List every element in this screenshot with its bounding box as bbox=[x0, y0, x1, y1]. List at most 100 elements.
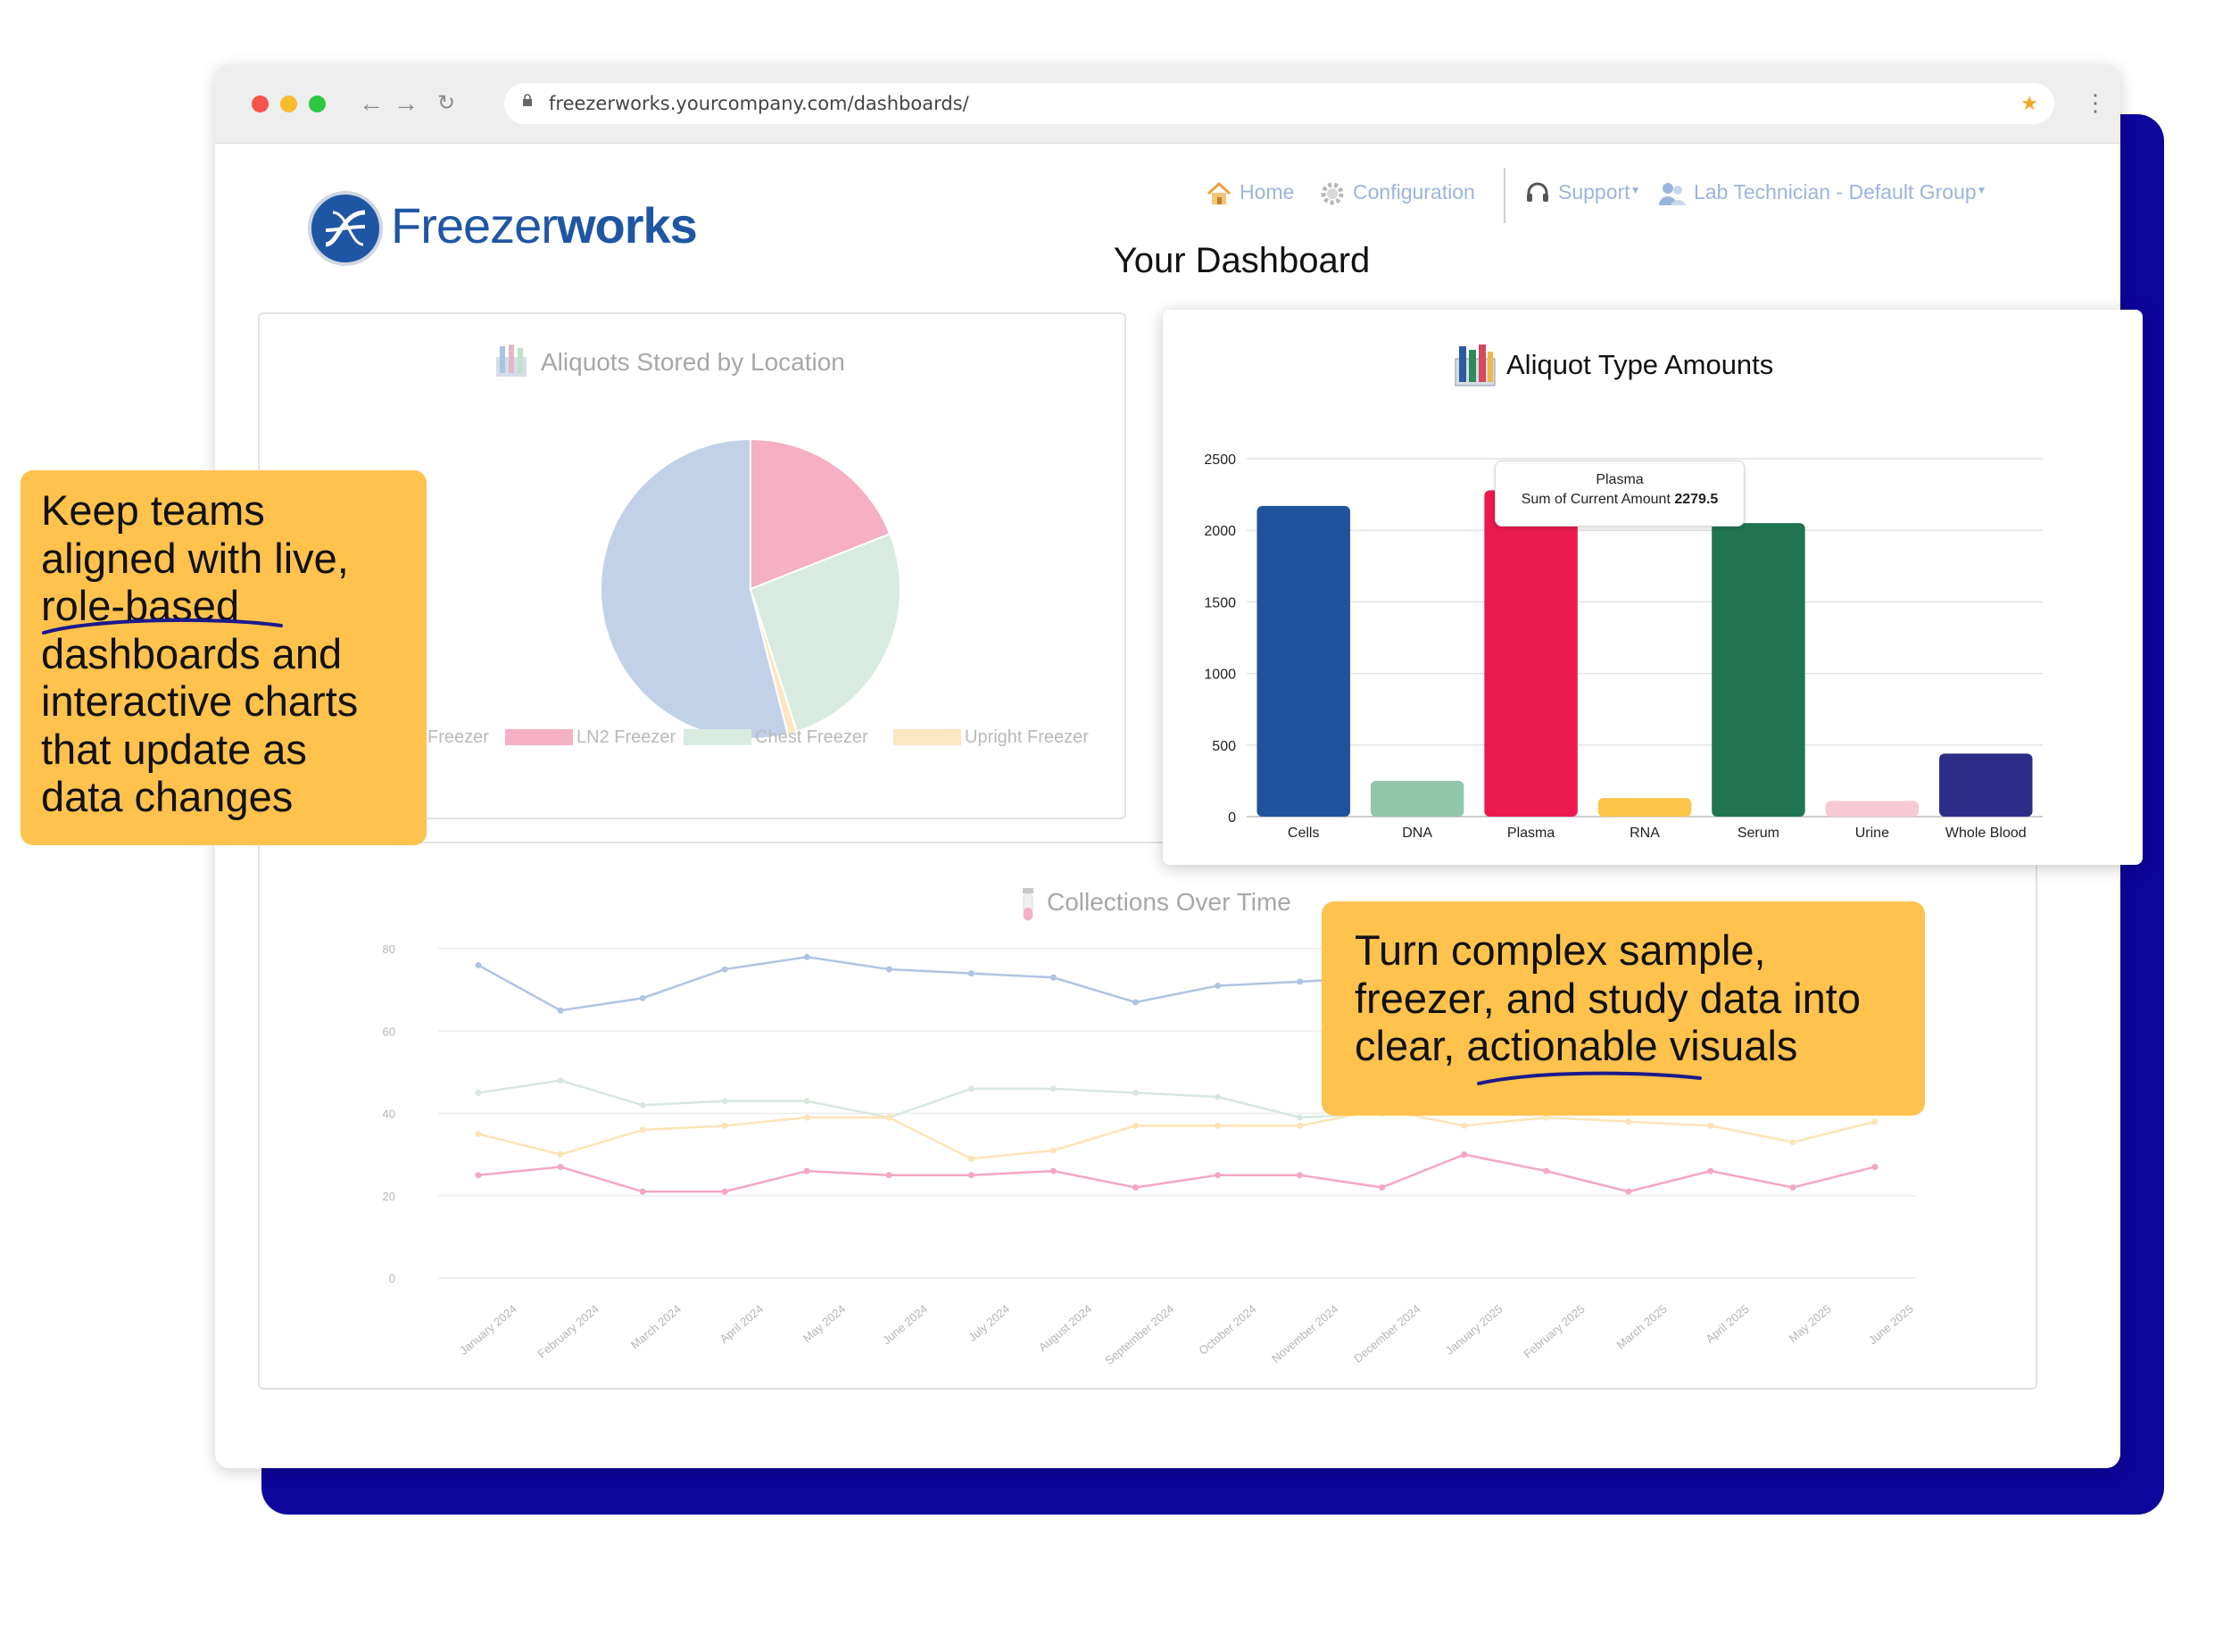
line-point bbox=[475, 961, 482, 968]
callout-left-line: data changes bbox=[41, 773, 294, 820]
callout-left-text: Keep teams aligned with live, role-based… bbox=[41, 486, 358, 821]
star-icon[interactable]: ★ bbox=[2020, 92, 2038, 114]
pie-legend-chest-freezer[interactable]: Chest Freezer bbox=[684, 727, 868, 748]
pie-legend-ln2-label: LN2 Freezer bbox=[576, 727, 676, 747]
line-point bbox=[1049, 1085, 1057, 1092]
support-caret-icon: ▼ bbox=[1630, 184, 1641, 197]
pie-legend-freezer-label: Freezer bbox=[427, 727, 489, 747]
pie-legend-upright-label: Upright Freezer bbox=[965, 727, 1089, 747]
line-point bbox=[1871, 1118, 1879, 1125]
line-point bbox=[967, 1155, 975, 1162]
nav-configuration[interactable]: Configuration bbox=[1319, 180, 1475, 207]
line-point bbox=[639, 1126, 646, 1133]
bar-ytick-label: 2500 bbox=[1204, 452, 1236, 468]
bar-chart-title: Aliquot Type Amounts bbox=[1506, 349, 1774, 380]
line-point bbox=[721, 1122, 728, 1129]
user-caret-icon: ▼ bbox=[1976, 184, 1987, 197]
line-point bbox=[639, 1101, 646, 1108]
line-point bbox=[721, 966, 728, 973]
line-point bbox=[1379, 1184, 1386, 1191]
line-point bbox=[803, 1098, 810, 1105]
bar bbox=[1484, 490, 1578, 817]
callout-right-line: Turn complex sample, bbox=[1355, 926, 1766, 974]
bar-ytick-label: 0 bbox=[1228, 810, 1236, 826]
logo-dna-icon bbox=[308, 191, 383, 266]
gear-icon bbox=[1321, 182, 1344, 205]
line-point bbox=[1215, 1122, 1222, 1129]
line-point bbox=[721, 1188, 728, 1195]
callout-left: Keep teams aligned with live, role-based… bbox=[21, 470, 427, 845]
line-ytick-label: 60 bbox=[383, 1025, 395, 1038]
line-point bbox=[721, 1098, 728, 1105]
lock-icon bbox=[523, 94, 532, 106]
maximize-window-button[interactable] bbox=[309, 95, 326, 112]
tube-icon bbox=[1023, 888, 1033, 921]
page-title: Your Dashboard bbox=[1113, 241, 1371, 280]
line-point bbox=[1132, 999, 1139, 1006]
line-point bbox=[475, 1172, 482, 1179]
reload-icon[interactable]: ↻ bbox=[437, 91, 456, 115]
pie-legend-upright-freezer[interactable]: Upright Freezer bbox=[893, 727, 1089, 748]
nav-support[interactable]: Support▼ bbox=[1524, 180, 1640, 207]
logo-wordmark: Freezerworks bbox=[391, 196, 698, 254]
logo-prefix: Freezer bbox=[391, 197, 558, 253]
line-point bbox=[1049, 1147, 1057, 1154]
line-point bbox=[1461, 1122, 1468, 1129]
nav-support-label: Support bbox=[1558, 180, 1630, 204]
line-point bbox=[1543, 1114, 1550, 1121]
line-point bbox=[1049, 1167, 1057, 1175]
line-point bbox=[1297, 978, 1304, 985]
line-point bbox=[1132, 1089, 1139, 1096]
nav-user[interactable]: Lab Technician - Default Group▼ bbox=[1658, 180, 1987, 207]
line-point bbox=[639, 994, 646, 1001]
line-point bbox=[1297, 1172, 1304, 1179]
line-point bbox=[1132, 1122, 1139, 1129]
home-icon bbox=[1207, 181, 1232, 204]
pie-chart-title: Aliquots Stored by Location bbox=[541, 348, 845, 376]
tooltip-value: 2279.5 bbox=[1674, 492, 1719, 507]
address-bar[interactable]: freezerworks.yourcompany.com/dashboards/… bbox=[504, 83, 2054, 124]
nav-configuration-label: Configuration bbox=[1353, 180, 1475, 204]
bar-ytick-label: 1500 bbox=[1204, 595, 1236, 610]
bar-ytick-label: 1000 bbox=[1204, 668, 1236, 683]
line-point bbox=[1215, 983, 1222, 990]
line-point bbox=[1461, 1151, 1468, 1158]
line-point bbox=[967, 1172, 975, 1179]
line-point bbox=[557, 1151, 564, 1158]
line-series bbox=[477, 1153, 1876, 1193]
line-point bbox=[803, 1114, 810, 1121]
nav-user-label: Lab Technician - Default Group bbox=[1694, 180, 1977, 204]
line-chart-title: Collections Over Time bbox=[1047, 888, 1291, 916]
callout-left-line: interactive charts bbox=[41, 677, 359, 725]
back-icon[interactable]: ← bbox=[359, 89, 384, 117]
close-window-button[interactable] bbox=[252, 95, 269, 112]
kebab-icon[interactable]: ⋮ bbox=[2084, 89, 2107, 116]
line-point bbox=[1297, 1114, 1304, 1121]
logo-suffix: works bbox=[556, 197, 698, 253]
bar-tooltip: Plasma Sum of Current Amount 2279.5 bbox=[1495, 461, 1745, 527]
highlight-underline bbox=[42, 618, 283, 635]
bar-xtick-label: DNA bbox=[1402, 826, 1432, 841]
pie-legend-ln2-freezer[interactable]: LN2 Freezer bbox=[505, 727, 676, 748]
callout-left-line: that update as bbox=[41, 725, 307, 773]
callout-right-text: Turn complex sample, freezer, and study … bbox=[1355, 926, 1861, 1070]
aliquot-rack-icon bbox=[1455, 345, 1496, 386]
pie-legend-swatch bbox=[684, 729, 751, 745]
pie-legend-freezer[interactable]: Freezer bbox=[427, 727, 489, 748]
line-ytick-label: 80 bbox=[383, 942, 395, 956]
line-point bbox=[1215, 1093, 1222, 1100]
line-series bbox=[477, 1108, 1876, 1160]
bar bbox=[1256, 505, 1350, 817]
line-point bbox=[557, 1163, 564, 1170]
forward-icon[interactable]: → bbox=[394, 89, 419, 117]
minimize-window-button[interactable] bbox=[280, 95, 297, 112]
users-icon bbox=[1659, 183, 1686, 205]
nav-home[interactable]: Home bbox=[1206, 180, 1294, 207]
bar bbox=[1939, 753, 2033, 817]
line-point bbox=[1789, 1139, 1796, 1146]
line-point bbox=[1625, 1188, 1632, 1195]
pie-legend-swatch bbox=[505, 729, 573, 745]
